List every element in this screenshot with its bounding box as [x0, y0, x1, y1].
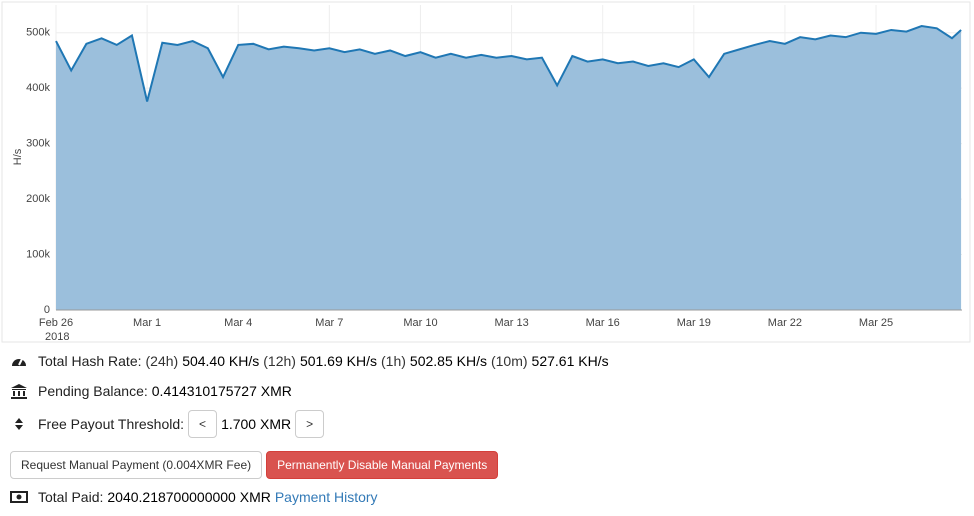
period: (12h) — [263, 353, 296, 369]
area-fill — [56, 26, 962, 311]
x-tick-label: Mar 13 — [494, 317, 528, 329]
y-tick-label: 200k — [26, 193, 50, 205]
threshold-row: Free Payout Threshold: < 1.700 XMR > — [10, 410, 325, 438]
request-payment-button[interactable]: Request Manual Payment (0.004XMR Fee) — [10, 451, 263, 479]
gauge-icon — [12, 358, 26, 366]
x-tick-label: Mar 4 — [224, 317, 252, 329]
y-tick-label: 0 — [44, 304, 50, 316]
buttons-row: Request Manual Payment (0.004XMR Fee) Pe… — [10, 451, 499, 479]
period: (24h) — [145, 353, 179, 369]
decrease-button[interactable]: < — [188, 410, 218, 438]
x-tick-label: Mar 1 — [133, 317, 161, 329]
label: Free Payout Threshold: — [38, 416, 185, 432]
paid-row: Total Paid: 2040.218700000000 XMR Paymen… — [10, 489, 378, 505]
x-year-label: 2018 — [45, 331, 69, 343]
value: 2040.218700000000 XMR — [107, 489, 271, 505]
y-tick-label: 100k — [26, 248, 50, 260]
chart-frame — [1, 1, 971, 343]
x-tick-label: Mar 25 — [859, 317, 893, 329]
value: 504.40 KH/s — [182, 353, 260, 369]
value: 527.61 KH/s — [531, 353, 609, 369]
y-axis-label: H/s — [12, 148, 24, 165]
area-line — [55, 25, 962, 102]
value: 0.414310175727 XMR — [151, 383, 292, 399]
x-tick-label: Mar 7 — [315, 317, 343, 329]
hash-rate-row: Total Hash Rate: (24h) 504.40 KH/s (12h) 5… — [10, 353, 609, 369]
increase-button[interactable]: > — [295, 410, 325, 438]
x-tick-label: Mar 22 — [768, 317, 802, 329]
x-tick-label: Mar 10 — [403, 317, 437, 329]
period: (1h) — [381, 353, 406, 369]
bank-icon — [11, 384, 27, 399]
pending-row: Pending Balance: 0.414310175727 XMR — [10, 383, 292, 399]
y-tick-label: 300k — [26, 138, 50, 150]
value: 501.69 KH/s — [299, 353, 377, 369]
sort-icon — [15, 418, 23, 430]
period: (10m) — [490, 353, 528, 369]
label: Pending Balance: — [38, 383, 148, 399]
value: 502.85 KH/s — [409, 353, 487, 369]
payment-history-link[interactable]: Payment History — [274, 489, 378, 505]
label: Total Hash Rate: — [38, 353, 142, 369]
x-tick-label: Feb 26 — [39, 317, 73, 329]
label: Total Paid: — [38, 489, 104, 505]
chart: H/s 0 100k 200k 300k 400k 500k Feb 26 Mar 1 Mar … — [1, 1, 971, 343]
x-tick-label: Mar 16 — [586, 317, 620, 329]
money-icon — [10, 491, 28, 503]
disable-payments-button[interactable]: Permanently Disable Manual Payments — [266, 451, 499, 479]
y-tick-label: 400k — [26, 82, 50, 94]
x-tick-label: Mar 19 — [677, 317, 711, 329]
value: 1.700 XMR — [221, 416, 292, 432]
y-tick-label: 500k — [26, 27, 50, 39]
